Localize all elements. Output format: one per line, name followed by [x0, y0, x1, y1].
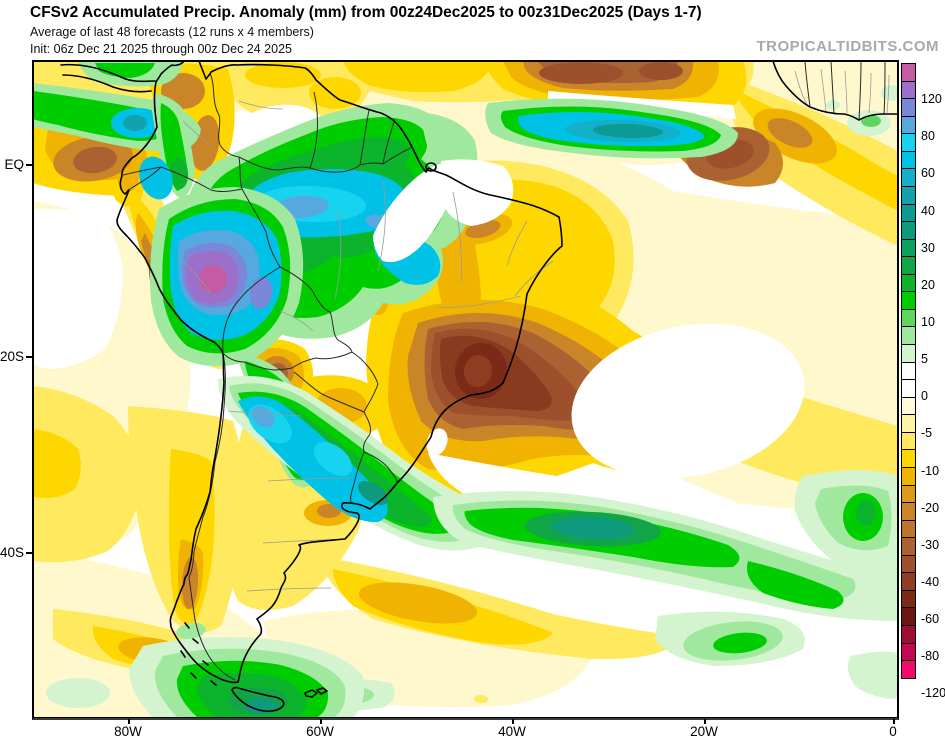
map-border [33, 61, 898, 718]
y-axis-tick [26, 356, 32, 358]
colorbar-swatch [901, 642, 916, 662]
colorbar-swatch [901, 273, 916, 293]
y-axis-label: 20S [0, 349, 24, 364]
colorbar-swatch [901, 396, 916, 416]
colorbar-tick-label: 30 [921, 240, 935, 255]
x-axis-label: 60W [306, 724, 334, 739]
colorbar-swatch [901, 484, 916, 504]
colorbar-swatch [901, 554, 916, 574]
precip-anomaly-map [32, 60, 899, 720]
colorbar-tick-label: 0 [921, 389, 928, 404]
colorbar-tick-label: -120 [921, 686, 945, 701]
colorbar-swatch [901, 431, 916, 451]
colorbar-swatch [901, 80, 916, 100]
colorbar-swatch [901, 502, 916, 521]
colorbar-swatch [901, 115, 916, 135]
colorbar-swatch [901, 256, 916, 275]
colorbar-swatch [901, 537, 916, 556]
colorbar-swatch [901, 150, 916, 170]
y-axis-label: EQ [4, 157, 24, 172]
x-axis-tick [320, 719, 322, 724]
colorbar-tick-label: 120 [921, 92, 942, 107]
colorbar-tick-label: 40 [921, 203, 935, 218]
colorbar-swatch [901, 63, 916, 82]
colorbar-tick-label: -30 [921, 537, 940, 552]
country-borders [122, 61, 886, 681]
colorbar-swatch [901, 326, 916, 345]
colorbar-swatch [901, 379, 916, 398]
colorbar-swatch [901, 466, 916, 486]
colorbar-tick-label: -40 [921, 575, 940, 589]
x-axis-label: 40W [498, 724, 526, 739]
y-axis-tick [26, 164, 32, 166]
colorbar-swatch [901, 625, 916, 644]
x-axis-label: 80W [114, 724, 142, 739]
colorbar-swatch [901, 308, 916, 328]
colorbar-tick-label: -10 [921, 463, 940, 478]
state-borders [182, 68, 890, 592]
colorbar-swatch [901, 98, 916, 117]
x-axis-label: 20W [690, 724, 718, 739]
colorbar-tick-label: -20 [921, 500, 940, 515]
tropicaltidbits-watermark: TROPICALTIDBITS.COM [756, 38, 939, 55]
colorbar-swatch [901, 185, 916, 205]
page-title: CFSv2 Accumulated Precip. Anomaly (mm) f… [30, 4, 702, 21]
init-time-line: Init: 06z Dec 21 2025 through 00z Dec 24… [30, 42, 292, 56]
colorbar-swatch [901, 133, 916, 152]
colorbar-swatch [901, 572, 916, 591]
colorbar-swatch [901, 589, 916, 609]
map-canvas [33, 61, 898, 718]
colorbar-swatch [901, 519, 916, 539]
colorbar-swatch [901, 660, 916, 679]
colorbar-swatch [901, 414, 916, 433]
colorbar-swatch [901, 238, 916, 258]
colorbar-tick-label: -60 [921, 612, 940, 627]
colorbar-tick-label: 80 [921, 129, 935, 144]
colorbar-tick-label: 20 [921, 277, 935, 292]
colorbar-tick-label: -5 [921, 426, 933, 441]
colorbar-tick-label: 60 [921, 166, 935, 181]
x-axis-tick [893, 719, 895, 724]
colorbar-swatch [901, 361, 916, 381]
colorbar-swatch [901, 449, 916, 468]
colorbar-tick-label: 10 [921, 315, 935, 329]
x-axis-label: 0 [889, 724, 897, 739]
anomaly-field [33, 61, 898, 718]
forecast-subtitle: Average of last 48 forecasts (12 runs x … [30, 25, 314, 39]
colorbar-swatch [901, 344, 916, 363]
x-axis-tick [704, 719, 706, 724]
colorbar-swatch [901, 607, 916, 626]
colorbar-swatch [901, 203, 916, 223]
x-axis-tick [512, 719, 514, 724]
colorbar [901, 63, 916, 679]
y-axis-label: 40S [0, 545, 24, 560]
coastline [60, 61, 898, 713]
x-axis-tick [128, 719, 130, 724]
colorbar-tick-label: 5 [921, 352, 928, 367]
colorbar-tick-label: -80 [921, 649, 940, 664]
colorbar-swatch [901, 168, 916, 187]
colorbar-swatch [901, 291, 916, 310]
y-axis-tick [26, 552, 32, 554]
colorbar-swatch [901, 221, 916, 240]
